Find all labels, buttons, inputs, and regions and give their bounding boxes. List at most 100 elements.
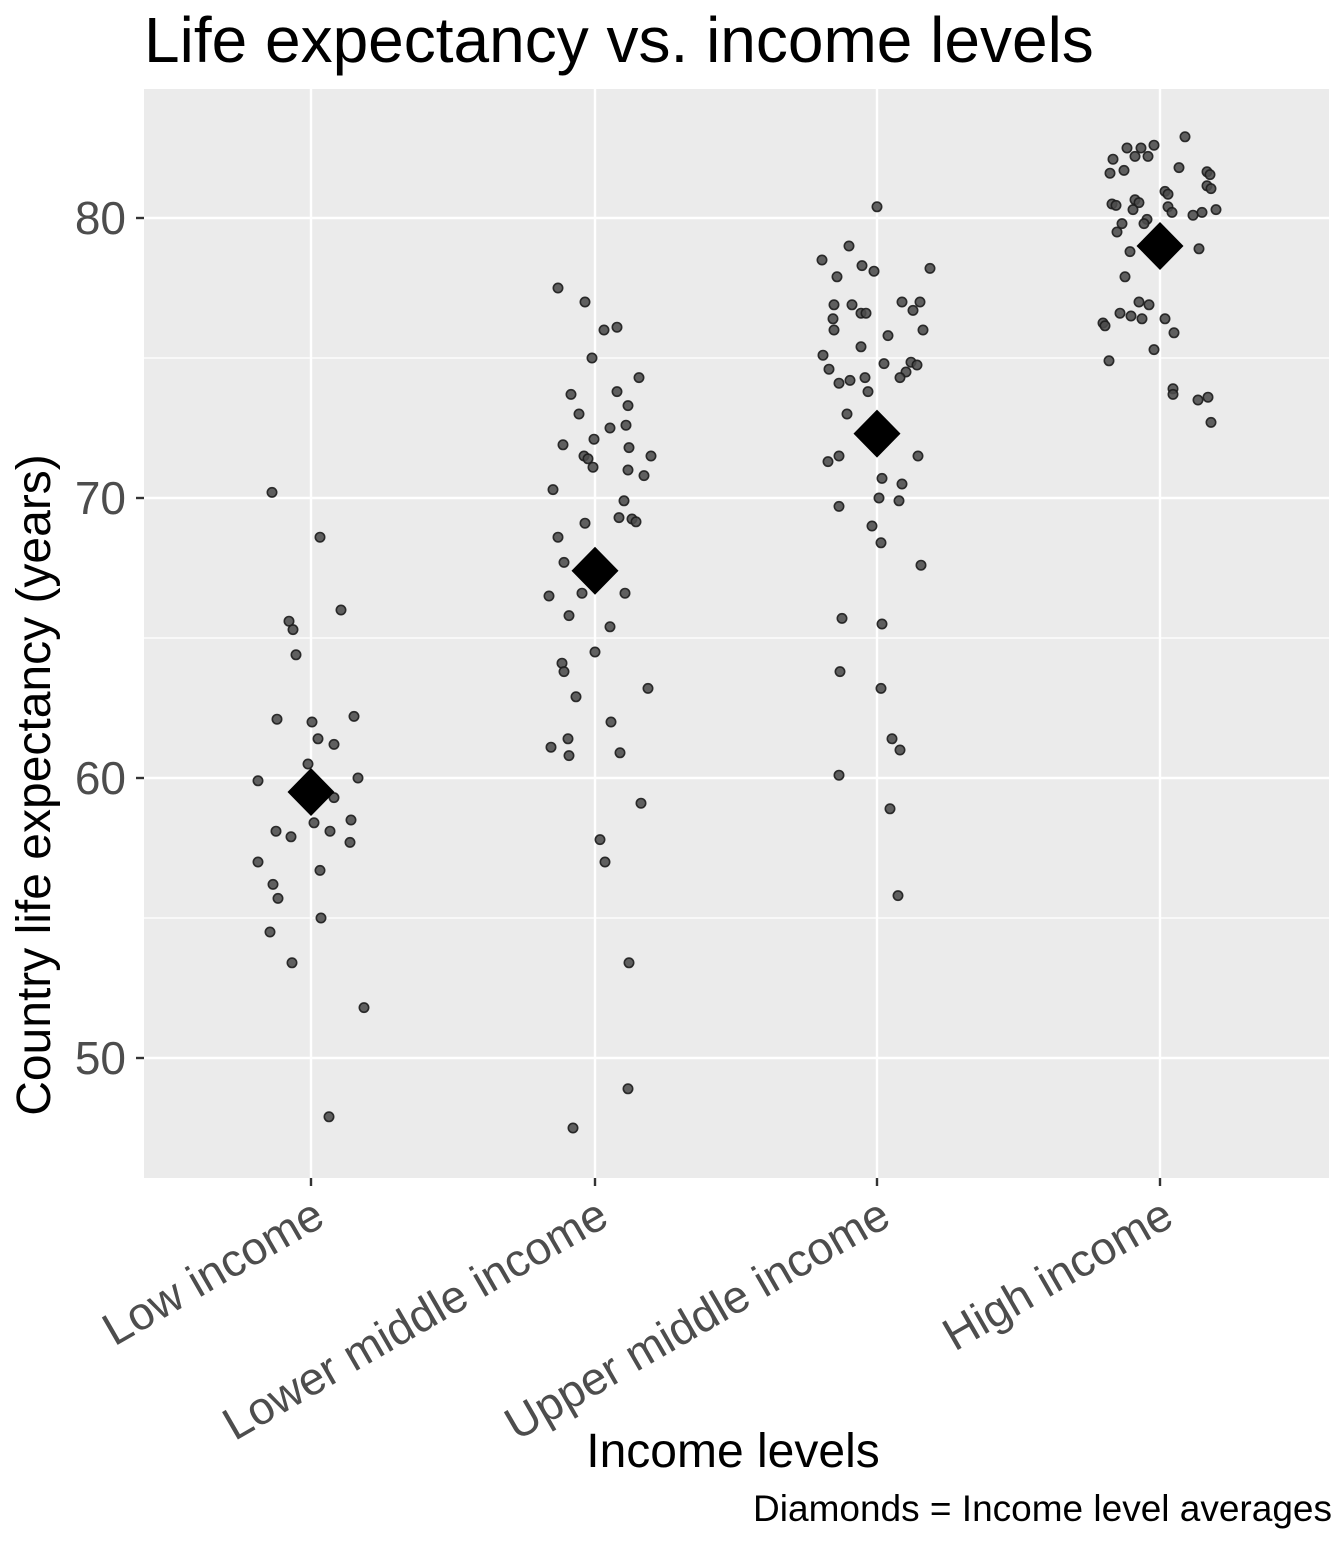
data-point: [547, 484, 559, 496]
data-point: [1099, 320, 1111, 332]
data-point: [579, 296, 591, 308]
data-point: [1192, 394, 1204, 406]
data-point: [862, 386, 874, 398]
data-point: [314, 864, 326, 876]
data-point: [1162, 188, 1174, 200]
data-point: [878, 358, 890, 370]
data-point: [623, 442, 635, 454]
data-point: [1187, 209, 1199, 221]
chart-title: Life expectancy vs. income levels: [144, 4, 1094, 76]
y-tick-label: 80: [75, 192, 126, 244]
data-point: [558, 666, 570, 678]
data-point: [866, 520, 878, 532]
data-point: [912, 450, 924, 462]
data-point: [264, 926, 276, 938]
data-point: [582, 453, 594, 465]
data-point: [834, 666, 846, 678]
data-point: [886, 733, 898, 745]
data-point: [587, 461, 599, 473]
data-point: [252, 775, 264, 787]
data-point: [828, 299, 840, 311]
data-point: [345, 814, 357, 826]
data-point: [630, 516, 642, 528]
mean-diamond: [571, 546, 619, 595]
data-point: [911, 359, 923, 371]
data-point: [1210, 204, 1222, 216]
data-point: [565, 388, 577, 400]
data-point: [552, 282, 564, 294]
data-point: [328, 792, 340, 804]
data-point: [344, 836, 356, 848]
data-point: [1118, 164, 1130, 176]
data-point: [1143, 299, 1155, 311]
data-point: [882, 330, 894, 342]
data-point: [1168, 327, 1180, 339]
data-point: [1133, 197, 1145, 209]
data-point: [924, 262, 936, 274]
data-point: [306, 716, 318, 728]
data-point: [876, 618, 888, 630]
y-tick-label: 50: [75, 1032, 126, 1084]
data-point: [1159, 313, 1171, 325]
data-point: [618, 495, 630, 507]
data-point: [266, 486, 278, 498]
data-point: [1148, 139, 1160, 151]
data-point: [1127, 204, 1139, 216]
data-point: [543, 590, 555, 602]
data-point: [557, 439, 569, 451]
data-point: [563, 750, 575, 762]
data-point: [563, 610, 575, 622]
data-point: [287, 624, 299, 636]
data-point: [358, 1002, 370, 1014]
data-point: [844, 374, 856, 386]
data-point: [594, 834, 606, 846]
data-point: [308, 817, 320, 829]
data-point: [589, 646, 601, 658]
data-point: [833, 450, 845, 462]
data-point: [817, 349, 829, 361]
data-point: [611, 321, 623, 333]
x-tick-label: High income: [934, 1188, 1181, 1361]
data-point: [833, 377, 845, 389]
data-point: [917, 324, 929, 336]
data-point: [312, 733, 324, 745]
data-point: [620, 419, 632, 431]
data-point: [267, 878, 279, 890]
data-point: [290, 649, 302, 661]
data-point: [642, 682, 654, 694]
data-point: [586, 352, 598, 364]
data-point: [1167, 388, 1179, 400]
data-point: [833, 500, 845, 512]
data-point: [1103, 355, 1115, 367]
data-point: [335, 604, 347, 616]
data-point: [315, 912, 327, 924]
data-point: [622, 400, 634, 412]
data-point: [635, 797, 647, 809]
data-point: [604, 422, 616, 434]
data-point: [816, 254, 828, 266]
data-point: [873, 492, 885, 504]
data-point: [622, 1083, 634, 1095]
data-point: [875, 682, 887, 694]
data-point: [598, 324, 610, 336]
data-point: [314, 531, 326, 543]
data-point: [836, 612, 848, 624]
data-point: [1124, 246, 1136, 258]
data-point: [856, 260, 868, 272]
chart-caption: Diamonds = Income level averages: [753, 1488, 1332, 1529]
data-point: [645, 450, 657, 462]
panel-background: [144, 89, 1329, 1178]
data-point: [1119, 271, 1131, 283]
data-point: [605, 716, 617, 728]
data-point: [1111, 226, 1123, 238]
data-point: [846, 299, 858, 311]
data-point: [823, 363, 835, 375]
data-point: [915, 559, 927, 571]
mean-diamond: [287, 768, 335, 816]
data-point: [1148, 344, 1160, 356]
y-tick-label: 70: [75, 472, 126, 524]
data-point: [831, 271, 843, 283]
data-point: [604, 621, 616, 633]
